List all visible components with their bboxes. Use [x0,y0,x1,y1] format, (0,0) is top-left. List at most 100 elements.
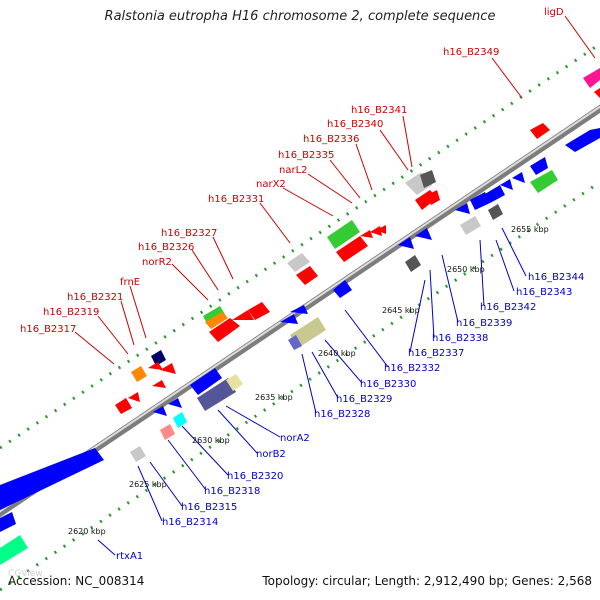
leader-line [259,202,291,244]
gene-label: norB2 [256,449,286,460]
cds-feature [485,185,505,203]
cds-feature [415,228,432,240]
cds-feature [488,204,503,220]
gene-label: h16_B2336 [303,134,359,145]
cds-feature [160,424,175,440]
cds-feature [115,398,132,414]
leader-line [324,339,363,384]
gene-label: rtxA1 [116,551,143,562]
leader-line [379,129,409,171]
gene-label: h16_B2319 [43,307,99,318]
tick-label: 2630 kbp [192,436,230,445]
gene-label: h16_B2314 [162,517,218,528]
leader-line [501,227,527,277]
leader-line [97,539,116,556]
cds-feature [173,412,187,428]
cds-feature [232,310,254,320]
gene-label: frnE [120,277,140,288]
gene-label: h16_B2331 [208,194,264,205]
cds-feature [151,350,166,366]
cds-feature [280,314,298,324]
cds-feature [168,398,182,408]
cds-feature [296,266,318,285]
leader-line [479,239,485,307]
cds-feature [583,68,600,88]
cds-feature [290,305,308,314]
gene-label: h16_B2329 [336,394,392,405]
leader-line [171,263,209,301]
tick-labels: 2620 kbp 2625 kbp 2630 kbp 2635 kbp 2640… [68,225,549,536]
tick-label: 2625 kbp [129,480,167,489]
cds-feature [190,368,222,395]
cds-feature [248,302,270,320]
leader-line [495,239,515,292]
leader-line [217,409,258,454]
gene-label: h16_B2344 [528,272,584,283]
leader-line [212,236,234,280]
leader-line [129,285,147,339]
tick-label: 2645 kbp [382,306,420,315]
cds-feature [160,363,176,374]
gene-label: h16_B2341 [351,105,407,116]
cds-feature [0,535,28,565]
cds-feature [287,253,310,272]
leader-line [409,279,426,353]
cds-feature [455,203,470,214]
gene-label: h16_B2338 [432,333,488,344]
gene-label: h16_B2315 [181,502,237,513]
tick-label: 2650 kbp [447,265,485,274]
leader-line [282,187,334,217]
gene-label: norA2 [280,433,310,444]
cds-feature [530,170,558,193]
gene-label: h16_B2318 [204,486,260,497]
accession-text: Accession: NC_008314 [8,574,145,588]
leader-line [355,143,373,191]
cds-feature [420,170,436,188]
reverse-labels: h16_B2344 h16_B2343 h16_B2342 h16_B2339 … [116,272,584,562]
forward-features [115,68,600,414]
leader-line [311,351,339,399]
cds-feature [0,512,16,532]
cds-feature [153,406,167,416]
cds-feature [0,448,104,510]
gene-label: narL2 [279,165,308,176]
cds-feature [460,216,481,235]
cds-feature [209,318,240,342]
cds-feature [565,128,600,152]
cds-feature [500,179,513,190]
leader-line [344,309,389,368]
cds-feature [376,225,386,234]
gene-label: h16_B2320 [227,471,283,482]
leader-line [137,465,163,522]
cds-feature [530,157,548,175]
leader-line [491,57,523,99]
cds-feature [226,374,243,391]
forward-guide-line [0,42,600,450]
gene-label: h16_B2349 [443,47,499,58]
gene-label: h16_B2343 [516,287,572,298]
leader-line [402,115,413,168]
leader-line [167,439,207,491]
tick-label: 2640 kbp [318,349,356,358]
gene-label: h16_B2330 [360,379,416,390]
tick-label: 2635 kbp [255,393,293,402]
gene-label: h16_B2335 [278,150,334,161]
cds-feature [470,192,490,210]
gene-label: h16_B2328 [314,409,370,420]
genome-info-text: Topology: circular; Length: 2,912,490 bp… [262,574,592,588]
cds-feature [333,280,352,298]
map-title: Ralstonia eutropha H16 chromosome 2, com… [104,9,496,24]
tick-label: 2620 kbp [68,527,106,536]
cds-feature [512,172,525,183]
leader-line [97,315,129,355]
leader-line [225,405,281,438]
gene-label: norR2 [142,257,172,268]
gene-label: ligD [544,7,564,18]
gene-label: h16_B2326 [138,242,194,253]
gene-label: h16_B2321 [67,292,123,303]
label-leaders [74,15,596,556]
cds-feature [360,230,373,238]
cds-feature [205,312,228,329]
leader-line [441,254,459,323]
